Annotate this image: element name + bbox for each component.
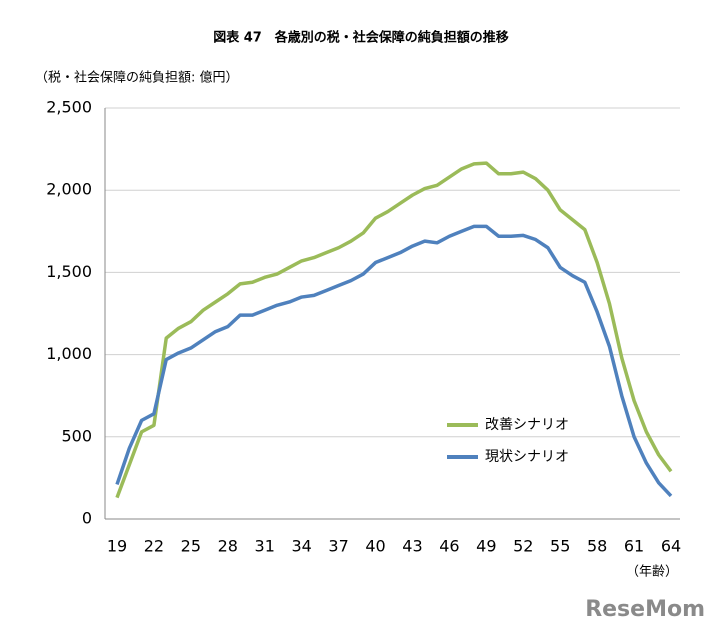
series-line [115,161,673,499]
legend-label: 現状シナリオ [485,449,569,465]
legend-label: 改善シナリオ [485,417,569,433]
x-tick-label: 25 [181,537,201,556]
x-tick-label: 19 [107,537,127,556]
x-tick-label: 40 [365,537,385,556]
x-tick-label: 55 [550,537,570,556]
x-tick-label: 64 [661,537,681,556]
x-tick-label: 46 [439,537,459,556]
x-tick-label: 61 [624,537,644,556]
y-tick-label: 500 [61,426,92,445]
x-tick-label: 22 [144,537,164,556]
x-tick-label: 37 [328,537,348,556]
x-tick-label: 34 [291,537,311,556]
watermark: ReseMom [585,597,705,622]
x-tick-label: 58 [587,537,607,556]
y-tick-label: 0 [82,509,92,528]
x-axis-label: （年齢） [626,565,678,580]
y-tick-label: 1,000 [46,344,92,363]
x-tick-label: 28 [218,537,238,556]
y-axis-label: （税・社会保障の純負担額: 億円） [35,70,239,86]
y-tick-label: 1,500 [46,262,92,281]
y-tick-label: 2,500 [46,98,92,117]
x-tick-label: 49 [476,537,496,556]
x-tick-label: 52 [513,537,533,556]
x-tick-label: 43 [402,537,422,556]
y-tick-label: 2,000 [46,180,92,199]
x-tick-label: 31 [255,537,275,556]
chart-title: 図表 47 各歳別の税・社会保障の純負担額の推移 [213,30,509,46]
series-line [115,224,673,498]
